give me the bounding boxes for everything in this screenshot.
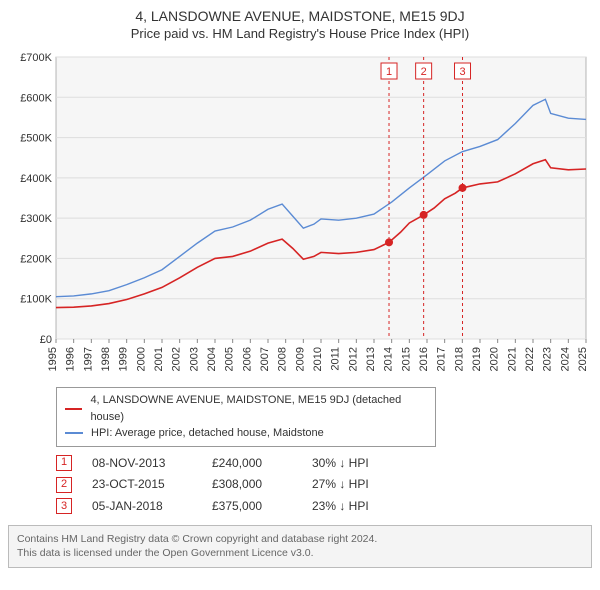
svg-text:2025: 2025	[577, 347, 589, 371]
legend-swatch-property	[65, 408, 82, 410]
svg-text:2020: 2020	[489, 347, 501, 371]
svg-text:2005: 2005	[224, 347, 236, 371]
chart-title: 4, LANSDOWNE AVENUE, MAIDSTONE, ME15 9DJ	[8, 8, 592, 24]
transaction-diff: 30% ↓ HPI	[312, 453, 402, 475]
transaction-price: £308,000	[212, 474, 292, 496]
svg-text:2015: 2015	[400, 347, 412, 371]
transaction-row: 1 08-NOV-2013 £240,000 30% ↓ HPI	[56, 453, 592, 475]
transaction-diff: 27% ↓ HPI	[312, 474, 402, 496]
svg-text:2006: 2006	[241, 347, 253, 371]
svg-text:2001: 2001	[153, 347, 165, 371]
svg-text:1: 1	[386, 66, 392, 78]
legend-swatch-hpi	[65, 432, 83, 434]
svg-text:2003: 2003	[188, 347, 200, 371]
transaction-price: £240,000	[212, 453, 292, 475]
svg-text:2011: 2011	[330, 347, 342, 371]
transaction-date: 08-NOV-2013	[92, 453, 192, 475]
transaction-price: £375,000	[212, 496, 292, 518]
svg-text:2010: 2010	[312, 347, 324, 371]
transaction-row: 3 05-JAN-2018 £375,000 23% ↓ HPI	[56, 496, 592, 518]
svg-text:2009: 2009	[294, 347, 306, 371]
svg-text:£700K: £700K	[20, 52, 52, 64]
svg-text:2022: 2022	[524, 347, 536, 371]
transaction-date: 05-JAN-2018	[92, 496, 192, 518]
svg-text:2000: 2000	[135, 347, 147, 371]
svg-text:2017: 2017	[436, 347, 448, 371]
svg-text:2018: 2018	[453, 347, 465, 371]
svg-text:£300K: £300K	[20, 213, 52, 225]
svg-text:2004: 2004	[206, 347, 218, 371]
legend: 4, LANSDOWNE AVENUE, MAIDSTONE, ME15 9DJ…	[56, 387, 436, 447]
chart-area: £0 £100K £200K £300K £400K £500K £600K £700K 199…	[8, 49, 592, 379]
svg-text:£400K: £400K	[20, 173, 52, 185]
footer-attribution: Contains HM Land Registry data © Crown c…	[8, 525, 592, 567]
svg-text:2008: 2008	[277, 347, 289, 371]
transaction-marker-icon: 1	[56, 455, 72, 471]
transactions-table: 1 08-NOV-2013 £240,000 30% ↓ HPI 2 23-OC…	[56, 453, 592, 518]
transaction-marker-icon: 2	[56, 477, 72, 493]
legend-label-property: 4, LANSDOWNE AVENUE, MAIDSTONE, ME15 9DJ…	[90, 392, 427, 425]
transaction-diff: 23% ↓ HPI	[312, 496, 402, 518]
svg-text:2021: 2021	[506, 347, 518, 371]
svg-text:2012: 2012	[347, 347, 359, 371]
svg-text:1997: 1997	[82, 347, 94, 371]
svg-text:2013: 2013	[365, 347, 377, 371]
svg-text:£500K: £500K	[20, 133, 52, 145]
svg-text:2019: 2019	[471, 347, 483, 371]
legend-item-property: 4, LANSDOWNE AVENUE, MAIDSTONE, ME15 9DJ…	[65, 392, 427, 425]
footer-line: This data is licensed under the Open Gov…	[17, 546, 583, 560]
svg-text:2014: 2014	[383, 347, 395, 371]
svg-text:£200K: £200K	[20, 253, 52, 265]
legend-item-hpi: HPI: Average price, detached house, Maid…	[65, 425, 427, 442]
svg-text:1999: 1999	[118, 347, 130, 371]
svg-text:1995: 1995	[47, 347, 59, 371]
legend-label-hpi: HPI: Average price, detached house, Maid…	[91, 425, 324, 442]
svg-text:2016: 2016	[418, 347, 430, 371]
footer-line: Contains HM Land Registry data © Crown c…	[17, 532, 583, 546]
transaction-date: 23-OCT-2015	[92, 474, 192, 496]
svg-text:2024: 2024	[559, 347, 571, 371]
svg-text:£0: £0	[40, 334, 52, 346]
svg-text:1998: 1998	[100, 347, 112, 371]
svg-text:2007: 2007	[259, 347, 271, 371]
svg-text:2023: 2023	[542, 347, 554, 371]
svg-text:£100K: £100K	[20, 294, 52, 306]
svg-text:£600K: £600K	[20, 92, 52, 104]
line-chart-svg: £0 £100K £200K £300K £400K £500K £600K £700K 199…	[8, 49, 592, 379]
svg-text:2002: 2002	[171, 347, 183, 371]
svg-text:2: 2	[421, 66, 427, 78]
svg-text:1996: 1996	[65, 347, 77, 371]
chart-subtitle: Price paid vs. HM Land Registry's House …	[8, 26, 592, 41]
svg-text:3: 3	[459, 66, 465, 78]
transaction-marker-icon: 3	[56, 498, 72, 514]
transaction-row: 2 23-OCT-2015 £308,000 27% ↓ HPI	[56, 474, 592, 496]
